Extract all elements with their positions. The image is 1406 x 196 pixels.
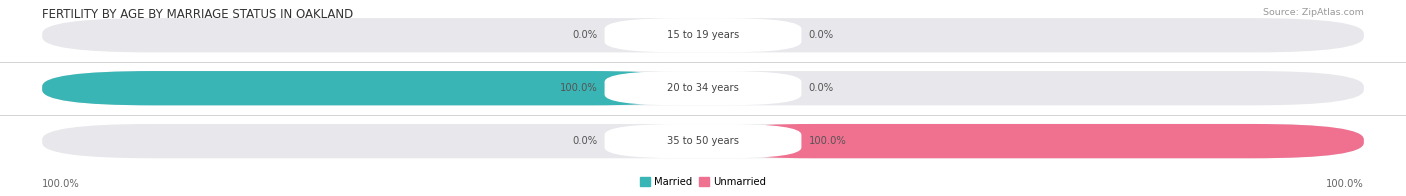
FancyBboxPatch shape	[605, 124, 801, 158]
Text: 100.0%: 100.0%	[808, 136, 846, 146]
FancyBboxPatch shape	[42, 124, 1364, 158]
FancyBboxPatch shape	[605, 71, 801, 105]
Text: FERTILITY BY AGE BY MARRIAGE STATUS IN OAKLAND: FERTILITY BY AGE BY MARRIAGE STATUS IN O…	[42, 8, 353, 21]
Text: 100.0%: 100.0%	[560, 83, 598, 93]
FancyBboxPatch shape	[42, 71, 703, 105]
Text: Source: ZipAtlas.com: Source: ZipAtlas.com	[1263, 8, 1364, 17]
Text: 0.0%: 0.0%	[572, 136, 598, 146]
Text: 15 to 19 years: 15 to 19 years	[666, 30, 740, 40]
FancyBboxPatch shape	[605, 18, 801, 53]
Text: 20 to 34 years: 20 to 34 years	[666, 83, 740, 93]
Text: 35 to 50 years: 35 to 50 years	[666, 136, 740, 146]
Text: 0.0%: 0.0%	[808, 30, 834, 40]
Text: 100.0%: 100.0%	[1326, 179, 1364, 189]
Text: 0.0%: 0.0%	[572, 30, 598, 40]
Text: 100.0%: 100.0%	[42, 179, 80, 189]
FancyBboxPatch shape	[42, 18, 1364, 53]
Legend: Married, Unmarried: Married, Unmarried	[637, 173, 769, 191]
Text: 0.0%: 0.0%	[808, 83, 834, 93]
FancyBboxPatch shape	[703, 124, 1364, 158]
FancyBboxPatch shape	[42, 71, 1364, 105]
